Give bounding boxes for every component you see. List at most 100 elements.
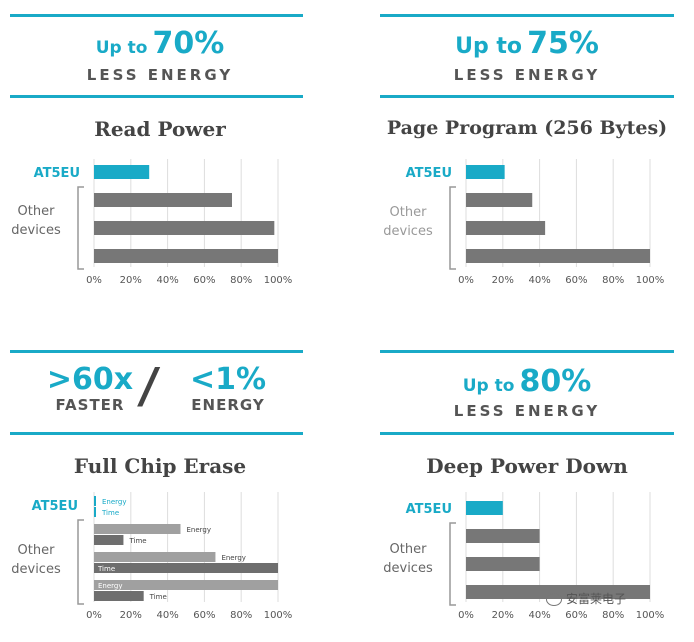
highlight-label: AT5EU — [32, 499, 78, 514]
headline-sub: LESS ENERGY — [86, 66, 234, 84]
group-label: Other — [390, 205, 428, 220]
panel-deep-power-down: Up to 80% LESS ENERGY Deep Power Down 0%… — [360, 340, 694, 642]
x-tick-label: 40% — [528, 275, 550, 286]
bar — [466, 501, 503, 515]
group-label: devices — [11, 562, 61, 577]
group-bracket — [449, 522, 456, 606]
x-tick-label: 40% — [156, 610, 178, 621]
x-tick-label: 80% — [230, 275, 252, 286]
chart-full-chip-erase: 0% 20% 40% 60% 80% 100% Energy Time Energy Time En… — [11, 492, 292, 621]
headline-right-sub: ENERGY — [191, 396, 265, 414]
x-tick-label: 40% — [528, 610, 550, 621]
group-label: devices — [11, 223, 61, 238]
panel-full-chip-erase: >60x FASTER / <1% ENERGY Full Chip Erase… — [0, 340, 320, 642]
bar-energy — [94, 552, 216, 562]
time-label: Time — [97, 565, 115, 573]
headline-left-sub: FASTER — [55, 396, 125, 414]
x-tick-label: 0% — [458, 610, 474, 621]
bar — [94, 165, 150, 179]
group-bracket — [449, 186, 456, 270]
headline: Up to 80% — [360, 364, 694, 399]
x-tick-label: 80% — [602, 275, 624, 286]
x-tick-label: 0% — [86, 610, 102, 621]
group-bracket — [77, 186, 84, 270]
group-label: devices — [383, 561, 433, 576]
headline-value: 75% — [527, 26, 599, 61]
bottom-rule — [380, 95, 674, 98]
x-tick-label: 60% — [565, 275, 587, 286]
energy-label: Energy — [186, 526, 211, 534]
headline-prefix: Up to — [455, 34, 522, 59]
x-tick-label: 80% — [230, 610, 252, 621]
chart-read-power: 0% 20% 40% 60% 80% 100% AT5EU Other devices — [11, 159, 293, 286]
headline: Up to 75% — [360, 26, 694, 61]
top-rule — [10, 350, 303, 353]
bar — [466, 165, 505, 179]
panel-read-power: Up to 70% LESS ENERGY Read Power 0% 20% 40… — [0, 0, 320, 320]
bar-time — [94, 535, 124, 545]
chart-title: Read Power — [94, 117, 226, 141]
chart-page-program: 0% 20% 40% 60% 80% 100% AT5EU Other devices — [383, 159, 665, 286]
top-rule — [10, 14, 303, 17]
bar-energy — [94, 524, 181, 534]
x-tick-label: 100% — [264, 275, 293, 286]
x-tick-label: 20% — [492, 610, 514, 621]
headline-left-value: >60x — [46, 362, 134, 397]
time-label: Time — [149, 593, 167, 601]
x-tick-label: 60% — [193, 610, 215, 621]
bar — [466, 585, 650, 599]
headline-sub: LESS ENERGY — [453, 66, 601, 84]
bar — [94, 221, 275, 235]
group-label: Other — [18, 543, 56, 558]
x-tick-label: 100% — [636, 275, 665, 286]
time-label: Time — [101, 509, 119, 517]
chart-title: Deep Power Down — [426, 454, 628, 478]
headline-prefix: Up to — [95, 38, 148, 58]
top-rule — [380, 350, 674, 353]
x-tick-label: 20% — [492, 275, 514, 286]
energy-label: Energy — [102, 498, 127, 506]
x-tick-label: 60% — [565, 610, 587, 621]
bar — [466, 193, 533, 207]
group-bracket — [77, 519, 84, 605]
x-tick-label: 0% — [458, 275, 474, 286]
bar — [94, 193, 232, 207]
watermark-text: 安富莱电子 — [566, 592, 627, 606]
panel-page-program: Up to 75% LESS ENERGY Page Program (256 … — [360, 0, 694, 320]
bar-time — [94, 591, 144, 601]
top-rule — [380, 14, 674, 17]
bar — [466, 221, 546, 235]
bar-energy — [94, 580, 278, 590]
x-tick-label: 20% — [120, 275, 142, 286]
energy-label: Energy — [221, 554, 246, 562]
x-tick-label: 100% — [636, 610, 665, 621]
time-label: Time — [128, 537, 146, 545]
headline-value: 70% — [152, 26, 225, 61]
watermark: 安富莱电子 — [546, 590, 626, 607]
bar — [466, 249, 650, 263]
x-tick-label: 60% — [193, 275, 215, 286]
bar — [466, 557, 540, 571]
headline-prefix: Up to — [462, 376, 515, 396]
group-label: Other — [18, 204, 56, 219]
group-label: Other — [390, 542, 428, 557]
bar-energy — [94, 496, 96, 506]
bottom-rule — [10, 95, 303, 98]
highlight-label: AT5EU — [406, 166, 452, 181]
x-tick-label: 80% — [602, 610, 624, 621]
headline-right-value: <1% — [189, 362, 267, 397]
bar — [94, 249, 278, 263]
headline-sub: LESS ENERGY — [453, 402, 601, 420]
highlight-label: AT5EU — [406, 502, 452, 517]
headline-right: <1% ENERGY — [178, 362, 278, 415]
bottom-rule — [380, 432, 674, 435]
bar — [466, 529, 540, 543]
chart-title: Page Program (256 Bytes) — [386, 117, 668, 139]
x-tick-label: 20% — [120, 610, 142, 621]
bar-time — [94, 507, 96, 517]
bottom-rule — [10, 432, 303, 435]
x-tick-label: 0% — [86, 275, 102, 286]
wechat-icon — [546, 593, 562, 606]
highlight-label: AT5EU — [34, 166, 80, 181]
energy-label: Energy — [98, 582, 123, 590]
